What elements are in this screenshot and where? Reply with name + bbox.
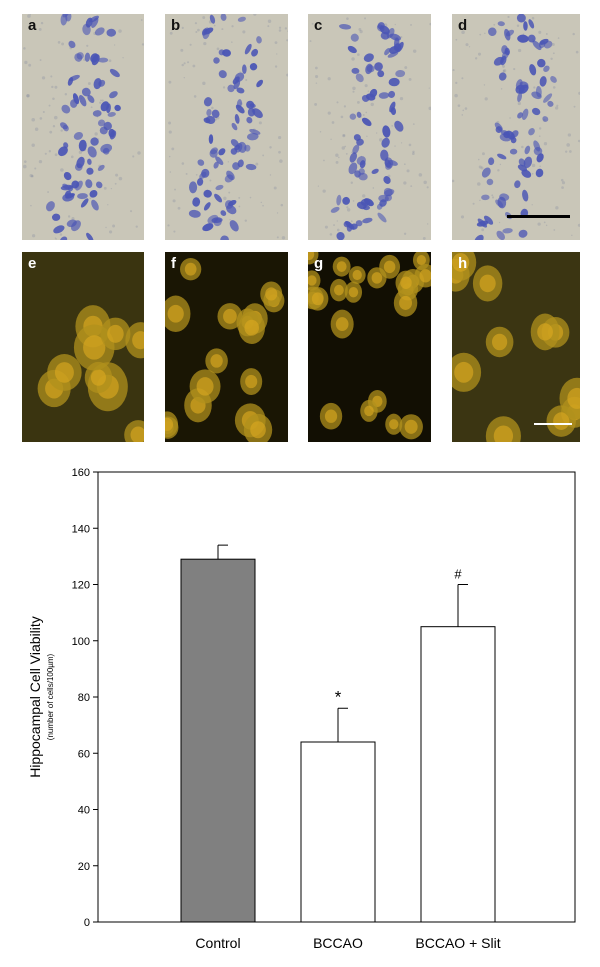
panel-label-c: c bbox=[314, 17, 323, 34]
nissl-image-a bbox=[22, 14, 144, 240]
bar-control bbox=[180, 558, 256, 923]
panel-label-f: f bbox=[171, 255, 176, 272]
scale-bar-fluorescence bbox=[534, 423, 572, 425]
panel-e-fluorescence: e bbox=[22, 252, 144, 442]
scale-bar bbox=[507, 215, 570, 218]
y-axis-subtitle: (number of cells/100µm) bbox=[46, 653, 55, 740]
y-tick-label: 60 bbox=[78, 748, 90, 760]
panel-a-nissl: a bbox=[22, 14, 144, 240]
significance-marker: * bbox=[335, 687, 342, 706]
y-tick-label: 40 bbox=[78, 805, 90, 817]
fluorescence-image-g bbox=[308, 252, 431, 442]
panel-label-e: e bbox=[28, 255, 37, 272]
x-category-label: BCCAO + Slit bbox=[415, 935, 500, 951]
cell-viability-chart: 0 20 40 60 80 100 120 140 160 Hippocampal Cell Vi… bbox=[27, 467, 576, 951]
fluorescence-image-f bbox=[165, 252, 288, 442]
panel-label-d: d bbox=[458, 17, 468, 34]
y-tick-label: 140 bbox=[72, 523, 90, 535]
x-category-label: Control bbox=[195, 935, 240, 951]
y-axis-title: Hippocampal Cell Viability bbox=[27, 616, 43, 778]
panel-d-nissl: d bbox=[452, 14, 580, 240]
nissl-image-c bbox=[308, 14, 431, 240]
panel-label-g: g bbox=[314, 255, 324, 272]
bar-bccao bbox=[300, 741, 376, 923]
y-tick-label: 120 bbox=[72, 580, 90, 592]
significance-marker: # bbox=[454, 567, 462, 582]
bar-bccao-slit bbox=[420, 626, 496, 923]
panel-label-b: b bbox=[171, 17, 181, 34]
panel-c-nissl: c bbox=[308, 14, 431, 240]
panel-h-fluorescence: h bbox=[452, 252, 580, 442]
y-tick-label: 100 bbox=[72, 636, 90, 648]
panel-f-fluorescence: f bbox=[165, 252, 288, 442]
panel-g-fluorescence: g bbox=[308, 252, 431, 442]
nissl-image-d bbox=[452, 14, 580, 240]
fluorescence-image-h bbox=[452, 252, 580, 442]
y-tick-label: 0 bbox=[84, 917, 90, 929]
y-tick-label: 20 bbox=[78, 861, 90, 873]
y-tick-label: 80 bbox=[78, 692, 90, 704]
panel-label-a: a bbox=[28, 17, 37, 34]
y-tick-label: 160 bbox=[72, 467, 90, 479]
fluorescence-image-e bbox=[22, 252, 144, 442]
panel-b-nissl: b bbox=[165, 14, 288, 240]
nissl-image-b bbox=[165, 14, 288, 240]
x-category-label: BCCAO bbox=[313, 935, 363, 951]
panel-label-h: h bbox=[458, 255, 468, 272]
